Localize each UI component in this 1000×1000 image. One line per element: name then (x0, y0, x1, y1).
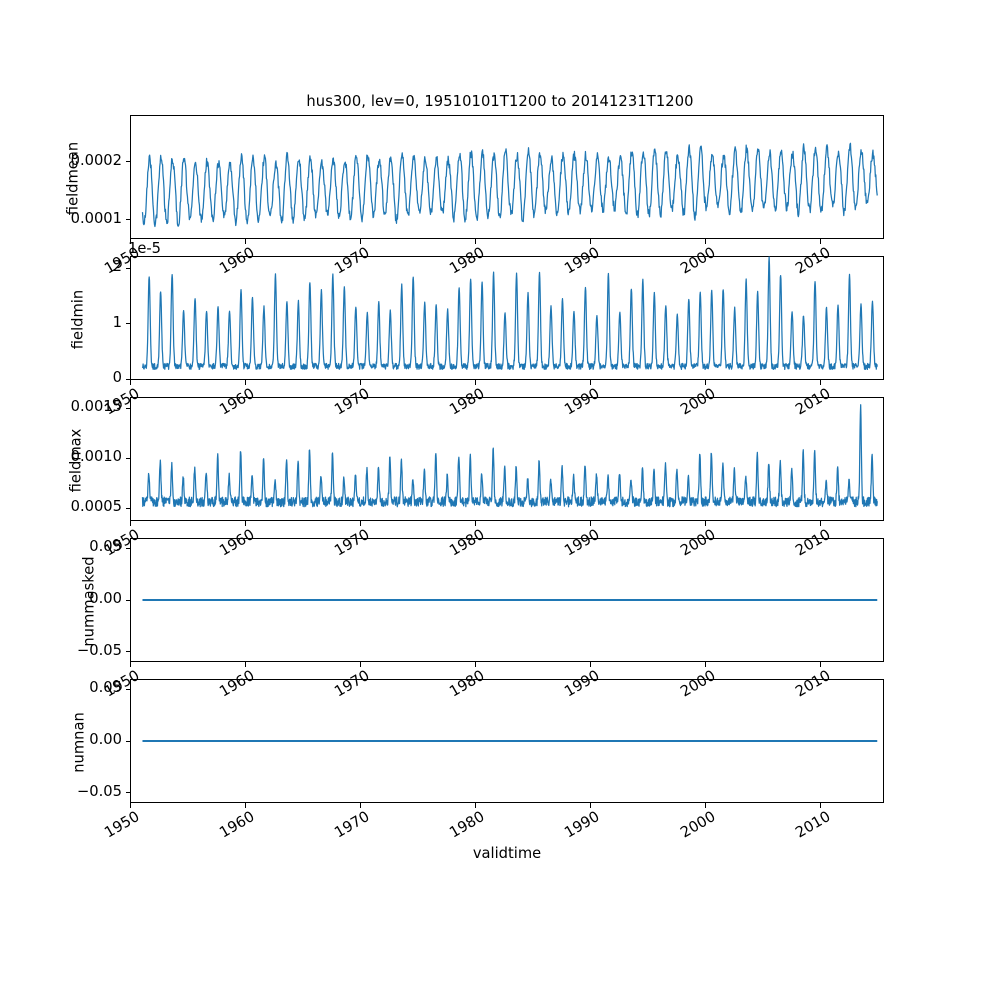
x-tick-mark-fieldmin-3 (474, 380, 476, 385)
x-tick-mark-nummasked-1 (244, 662, 246, 667)
x-tick-mark-numnan-6 (820, 803, 822, 808)
x-tick-mark-fieldmax-4 (589, 521, 592, 526)
y-axis-label-fieldmean: fieldmean (64, 141, 82, 216)
fieldmean-line-chart (131, 116, 883, 238)
y-tick-mark-fieldmin-0 (125, 378, 130, 381)
x-tick-mark-numnan-5 (705, 803, 707, 808)
x-tick-label-fieldmin-0: 1950 (101, 385, 143, 419)
y-tick-mark-fieldmax-2 (125, 407, 130, 409)
nummasked-line-chart (131, 539, 883, 661)
y-tick-label-fieldmax-1: 0.0010 (70, 448, 122, 465)
x-tick-mark-fieldmean-1 (244, 239, 246, 244)
data-line-fieldmin (142, 257, 877, 369)
plot-panel-fieldmin (130, 256, 884, 380)
y-tick-label-nummasked-2: 0.05 (89, 538, 122, 556)
x-tick-mark-fieldmean-4 (589, 239, 592, 244)
x-tick-label-numnan-5: 2000 (677, 808, 719, 842)
y-tick-mark-nummasked-1 (125, 599, 130, 601)
plot-panel-fieldmean (130, 115, 884, 239)
y-tick-label-nummasked-0: −0.05 (76, 641, 122, 659)
x-tick-mark-nummasked-5 (705, 662, 707, 667)
fieldmax-line-chart (131, 398, 883, 520)
y-tick-label-fieldmin-0: 0 (112, 369, 122, 387)
x-tick-mark-fieldmax-6 (820, 521, 822, 526)
x-tick-mark-fieldmax-1 (244, 521, 246, 526)
x-tick-mark-fieldmin-0 (129, 380, 131, 385)
y-tick-label-fieldmin-2: 2 (112, 258, 122, 276)
x-tick-mark-fieldmean-5 (705, 239, 707, 244)
y-tick-mark-numnan-0 (125, 792, 130, 794)
y-tick-label-numnan-1: 0.00 (89, 731, 122, 748)
x-tick-mark-fieldmax-3 (474, 521, 476, 526)
x-tick-label-numnan-0: 1950 (101, 808, 143, 842)
y-tick-mark-nummasked-0 (125, 651, 130, 653)
y-tick-label-fieldmax-0: 0.0005 (70, 498, 122, 515)
plot-panel-numnan (130, 679, 884, 803)
y-tick-label-fieldmax-2: 0.0015 (70, 398, 122, 415)
fieldmin-line-chart (131, 257, 883, 379)
x-tick-mark-fieldmax-0 (129, 521, 131, 526)
x-tick-mark-nummasked-4 (589, 662, 592, 667)
x-tick-mark-numnan-0 (129, 803, 131, 808)
x-tick-label-numnan-2: 1970 (331, 808, 373, 842)
x-tick-mark-nummasked-2 (359, 662, 361, 667)
x-axis-label: validtime (472, 845, 542, 862)
data-line-fieldmean (142, 143, 877, 226)
x-tick-mark-nummasked-6 (820, 662, 822, 667)
y-axis-offset-text-fieldmin: 1e-5 (128, 240, 162, 257)
x-tick-label-numnan-4: 1990 (562, 808, 603, 842)
x-tick-mark-nummasked-0 (129, 662, 131, 667)
x-tick-mark-fieldmean-0 (129, 239, 131, 244)
y-tick-label-nummasked-1: 0.00 (89, 590, 122, 607)
y-tick-mark-fieldmean-1 (125, 161, 130, 163)
x-tick-mark-fieldmax-5 (705, 521, 707, 526)
x-tick-mark-nummasked-3 (474, 662, 476, 667)
y-tick-mark-nummasked-2 (125, 547, 130, 549)
y-tick-label-fieldmean-1: 0.0002 (70, 151, 122, 169)
y-tick-mark-fieldmean-0 (125, 219, 130, 221)
numnan-line-chart (131, 680, 883, 802)
x-tick-label-numnan-3: 1980 (446, 808, 488, 842)
y-tick-mark-fieldmin-2 (125, 267, 130, 269)
x-tick-mark-fieldmin-6 (820, 380, 822, 385)
data-line-fieldmax (142, 405, 877, 507)
x-tick-mark-fieldmin-1 (244, 380, 246, 385)
figure-title: hus300, lev=0, 19510101T1200 to 20141231… (306, 93, 694, 110)
x-tick-mark-fieldmean-6 (820, 239, 822, 244)
y-tick-mark-numnan-1 (125, 740, 130, 742)
x-tick-mark-fieldmin-4 (589, 380, 592, 385)
x-tick-mark-fieldmax-2 (359, 521, 361, 526)
x-tick-mark-numnan-3 (474, 803, 476, 808)
y-tick-label-fieldmean-0: 0.0001 (70, 209, 122, 227)
x-tick-mark-fieldmean-2 (359, 239, 361, 244)
x-tick-mark-fieldmin-5 (705, 380, 707, 385)
x-tick-label-fieldmean-0: 1950 (101, 244, 143, 278)
y-tick-mark-numnan-2 (125, 688, 130, 690)
y-tick-mark-fieldmax-1 (125, 457, 130, 459)
x-tick-mark-numnan-1 (244, 803, 246, 808)
plot-panel-fieldmax (130, 397, 884, 521)
y-tick-label-numnan-2: 0.05 (89, 679, 122, 697)
x-tick-mark-numnan-2 (359, 803, 361, 808)
plot-panel-nummasked (130, 538, 884, 662)
x-tick-mark-fieldmean-3 (474, 239, 476, 244)
x-tick-mark-fieldmin-2 (359, 380, 361, 385)
x-tick-label-numnan-6: 2010 (792, 808, 834, 842)
y-tick-mark-fieldmax-0 (125, 507, 130, 509)
y-tick-label-fieldmin-1: 1 (112, 313, 122, 331)
x-tick-label-numnan-1: 1960 (216, 808, 258, 842)
y-tick-mark-fieldmin-1 (125, 323, 130, 325)
y-tick-label-numnan-0: −0.05 (76, 782, 122, 800)
x-tick-mark-numnan-4 (589, 803, 592, 808)
